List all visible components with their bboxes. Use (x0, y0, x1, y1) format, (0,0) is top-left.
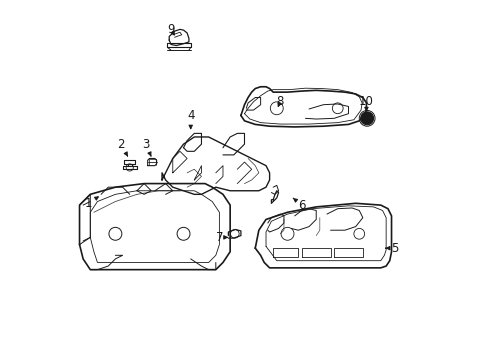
Text: 10: 10 (358, 95, 373, 111)
Text: 6: 6 (293, 198, 305, 212)
Circle shape (360, 112, 373, 125)
Text: 2: 2 (117, 138, 127, 156)
Text: 4: 4 (186, 109, 194, 129)
Text: 7: 7 (215, 231, 226, 244)
Text: 8: 8 (276, 95, 284, 108)
Text: 1: 1 (84, 197, 98, 210)
Text: 9: 9 (167, 23, 174, 36)
Text: 3: 3 (142, 138, 151, 156)
Text: 5: 5 (385, 242, 398, 255)
